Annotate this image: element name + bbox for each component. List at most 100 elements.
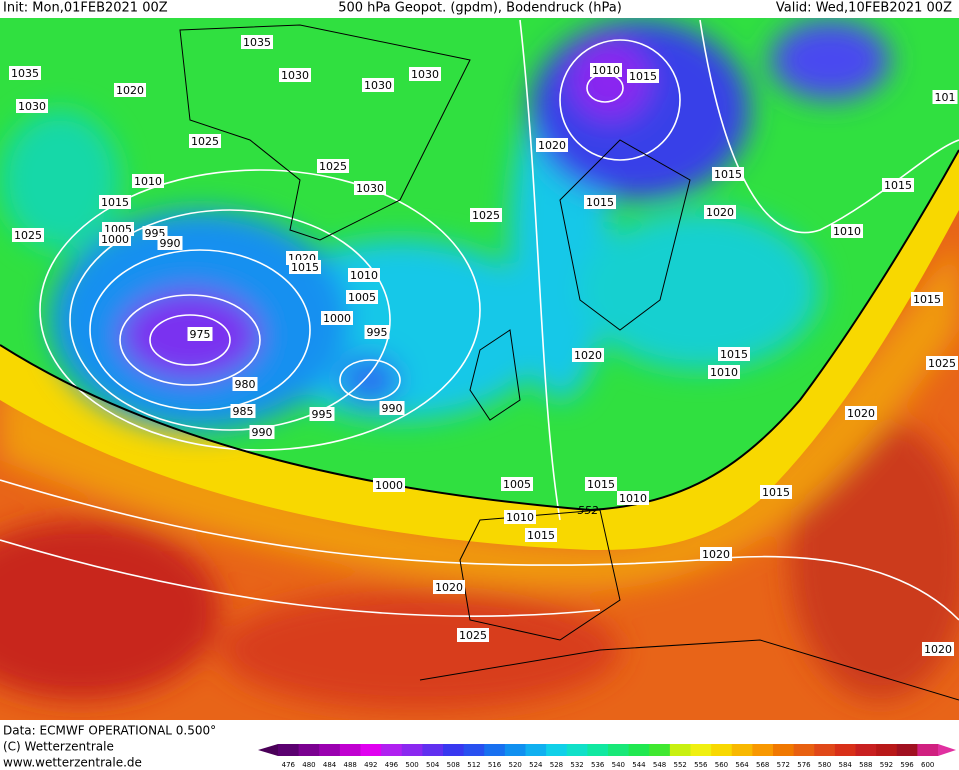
colorbar-label: 480	[302, 761, 315, 769]
isobar-label: 1020	[116, 84, 144, 97]
isobar-label: 995	[367, 326, 388, 339]
label-box	[760, 485, 792, 499]
isobar-label: 1020	[924, 643, 952, 656]
label-box	[700, 547, 732, 561]
isobar-label: 1030	[281, 69, 309, 82]
label-box	[585, 477, 617, 491]
label-box	[317, 159, 349, 173]
isobar-label: 1000	[101, 233, 129, 246]
label-box	[132, 174, 164, 188]
colorbar-label: 548	[653, 761, 666, 769]
colorbar-swatch	[669, 744, 691, 756]
label-box	[157, 236, 183, 250]
isobar-label: 101	[935, 91, 956, 104]
isobar-label: 1025	[14, 229, 42, 242]
colorbar-label: 528	[550, 761, 563, 769]
colorbar-label: 564	[735, 761, 749, 769]
label-box	[354, 181, 386, 195]
colorbar-swatch	[401, 744, 423, 756]
valid-time: Valid: Wed,10FEB2021 00Z	[776, 1, 952, 16]
label-box	[525, 528, 557, 542]
label-box	[99, 195, 131, 209]
contour-552	[0, 149, 959, 512]
label-box	[189, 134, 221, 148]
colorbar-label: 508	[447, 761, 460, 769]
colorbar-swatch	[587, 744, 609, 756]
isobar-label: 1030	[411, 68, 439, 81]
isobar-label: 1015	[291, 261, 319, 274]
label-box	[922, 642, 954, 656]
colorbar-label: 596	[900, 761, 914, 769]
colorbar-swatch	[298, 744, 320, 756]
isobar-label: 1030	[364, 79, 392, 92]
isobar-label: 1015	[720, 348, 748, 361]
colorbar-label: 516	[488, 761, 502, 769]
label-box	[584, 195, 616, 209]
colorbar-swatch	[546, 744, 568, 756]
colorbar-label: 492	[364, 761, 377, 769]
colorbar-arrow-left	[258, 744, 278, 756]
isobar-label: 1015	[762, 486, 790, 499]
label-box	[536, 138, 568, 152]
website: www.wetterzentrale.de	[3, 756, 142, 770]
isobars	[0, 19, 959, 621]
colorbar-label: 476	[282, 761, 296, 769]
colorbar-label: 588	[859, 761, 872, 769]
coastlines	[179, 24, 959, 701]
colorbar-swatch	[525, 744, 547, 756]
isobar-label: 1015	[714, 168, 742, 181]
isobar-label: 1020	[435, 581, 463, 594]
isobar-label: 1030	[18, 100, 46, 113]
colorbar-swatch	[855, 744, 877, 756]
header-bar	[0, 0, 959, 18]
colorbar-label: 524	[529, 761, 543, 769]
label-box	[309, 407, 335, 421]
colorbar-label: 584	[839, 761, 853, 769]
colorbar-swatch	[360, 744, 382, 756]
isobar-label: 990	[252, 426, 273, 439]
label-box	[433, 580, 465, 594]
label-box	[409, 67, 441, 81]
colorbar-label: 576	[797, 761, 811, 769]
init-time: Init: Mon,01FEB2021 00Z	[3, 1, 168, 16]
colorbar-swatch	[628, 744, 650, 756]
copyright: (C) Wetterzentrale	[3, 740, 114, 754]
isobar-label: 1005	[503, 478, 531, 491]
isobar-label: 985	[233, 405, 254, 418]
colorbar-swatch	[339, 744, 361, 756]
colorbar-swatch	[608, 744, 630, 756]
label-box	[379, 401, 405, 415]
isobar-label: 1025	[191, 135, 219, 148]
isobar-label: 1020	[702, 548, 730, 561]
isobar-label: 995	[312, 408, 333, 421]
label-box	[348, 268, 380, 282]
colorbar-arrow-right	[938, 744, 956, 756]
label-box	[364, 325, 390, 339]
isobar-label: 1010	[350, 269, 378, 282]
colorbar-label: 504	[426, 761, 440, 769]
label-box	[712, 167, 744, 181]
colorbar-label: 560	[715, 761, 728, 769]
isobar-label: 975	[190, 328, 211, 341]
isobar-label: 1020	[706, 206, 734, 219]
isobar-label: 1025	[472, 209, 500, 222]
colorbar-swatch	[917, 744, 939, 756]
isobar-label: 1010	[710, 366, 738, 379]
colorbar-label: 592	[880, 761, 893, 769]
isobar-label: 1035	[243, 36, 271, 49]
label-box	[470, 208, 502, 222]
colorbar-swatch	[773, 744, 795, 756]
label-box	[708, 365, 740, 379]
label-box	[704, 205, 736, 219]
label-box	[16, 99, 48, 113]
label-box	[12, 228, 44, 242]
colorbar-label: 520	[509, 761, 522, 769]
isobar-label: 552	[578, 504, 599, 517]
isobar-label: 1025	[928, 357, 956, 370]
colorbar-label: 484	[323, 761, 337, 769]
isobar-label: 1030	[356, 182, 384, 195]
label-box	[882, 178, 914, 192]
isobar-label: 1015	[587, 478, 615, 491]
label-box	[617, 491, 649, 505]
